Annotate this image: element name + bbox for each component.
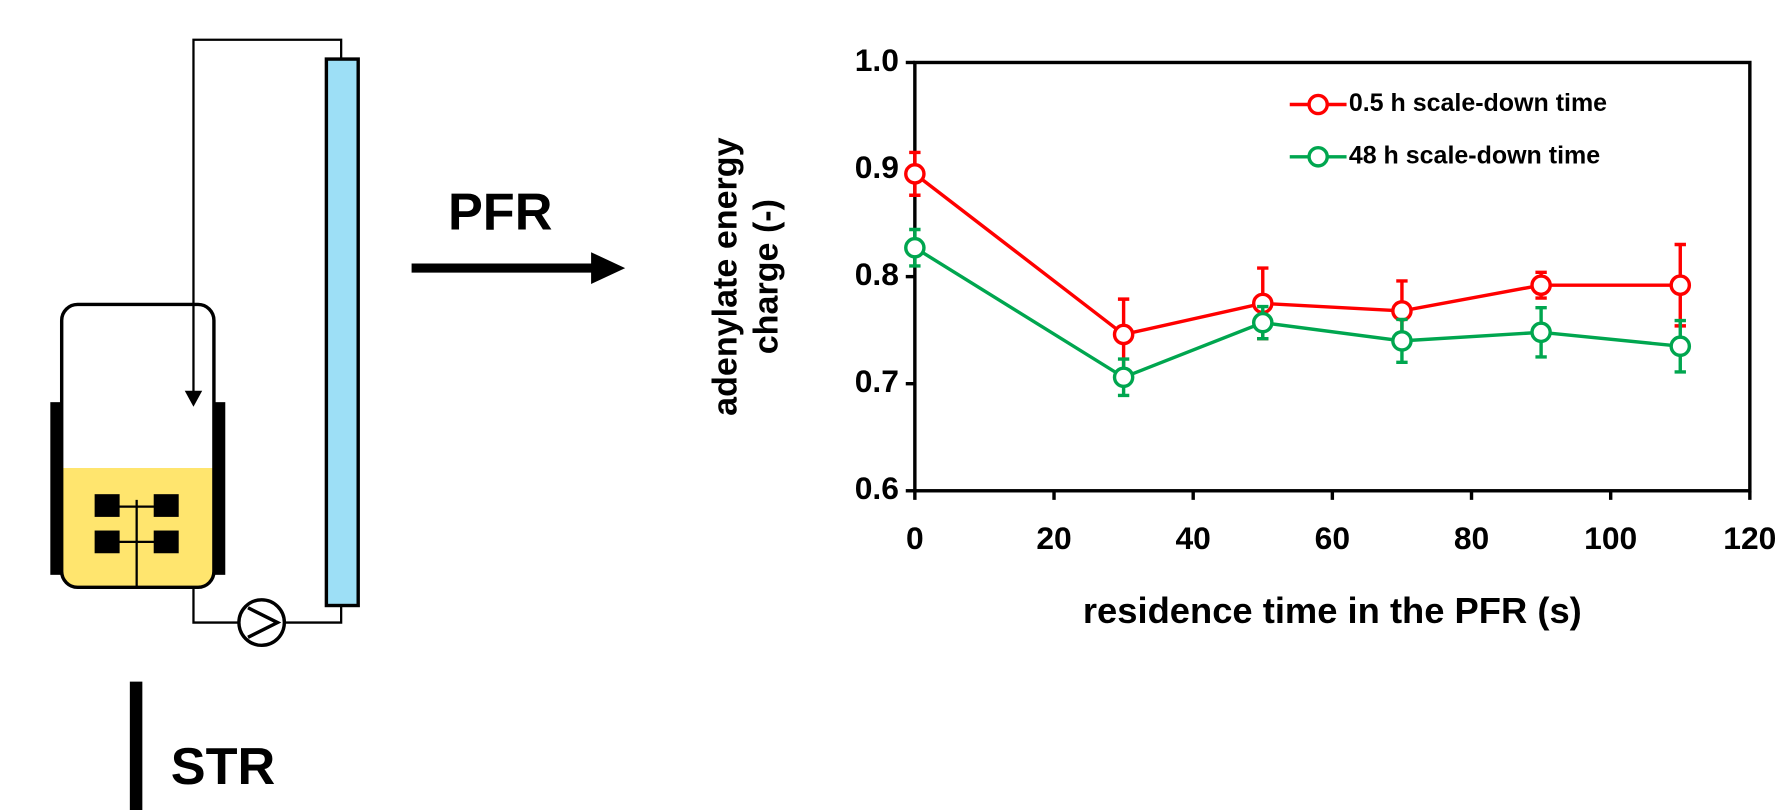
y-tick-label: 0.7 <box>855 363 899 399</box>
str-label: STR <box>171 738 276 796</box>
data-point <box>1530 321 1552 344</box>
x-tick-label: 100 <box>1584 520 1637 556</box>
x-tick-label: 0 <box>906 520 924 556</box>
str-bar <box>129 681 143 810</box>
y-tick-label: 0.9 <box>855 149 899 185</box>
y-tick-label: 1.0 <box>855 42 899 78</box>
y-axis-label: adenylate energy <box>706 137 744 415</box>
legend-label: 48 h scale-down time <box>1349 141 1600 169</box>
legend-label: 0.5 h scale-down time <box>1349 89 1607 117</box>
blade <box>153 494 179 517</box>
data-point <box>1530 274 1552 296</box>
pipe <box>284 605 343 624</box>
x-tick-label: 80 <box>1454 520 1489 556</box>
x-tick-label: 60 <box>1315 520 1350 556</box>
pipe <box>192 587 239 624</box>
data-point <box>1112 323 1135 346</box>
blade <box>153 530 179 554</box>
pfr-column <box>324 57 360 608</box>
data-point <box>1391 330 1413 352</box>
y-tick-label: 0.8 <box>855 256 899 292</box>
x-tick-label: 120 <box>1723 520 1776 556</box>
data-point <box>1669 335 1692 358</box>
arrow-head <box>184 390 203 407</box>
pump-symbol <box>247 606 282 639</box>
str-diagram <box>50 38 360 647</box>
data-point <box>904 236 926 259</box>
blade <box>94 494 120 517</box>
pump <box>237 598 287 647</box>
y-axis-label: charge (-) <box>747 199 785 354</box>
pfr-label: PFR <box>448 184 553 242</box>
x-tick-label: 20 <box>1036 520 1071 556</box>
x-tick-label: 40 <box>1176 520 1211 556</box>
plot-frame <box>913 60 1752 493</box>
data-point <box>1669 274 1692 296</box>
data-point <box>1112 366 1135 389</box>
blade <box>94 530 120 554</box>
data-point <box>1251 311 1274 334</box>
y-tick-label: 0.6 <box>855 470 899 506</box>
series-line <box>913 246 1681 380</box>
data-point <box>904 163 926 185</box>
legend-marker <box>1307 93 1329 116</box>
data-point <box>1391 300 1413 322</box>
legend-marker <box>1307 145 1329 168</box>
series-line <box>913 172 1681 337</box>
jacket <box>212 402 226 575</box>
jacket <box>50 402 63 575</box>
x-axis-label: residence time in the PFR (s) <box>1083 590 1582 631</box>
pipe <box>192 38 343 392</box>
pfr-arrow-head <box>591 252 626 285</box>
